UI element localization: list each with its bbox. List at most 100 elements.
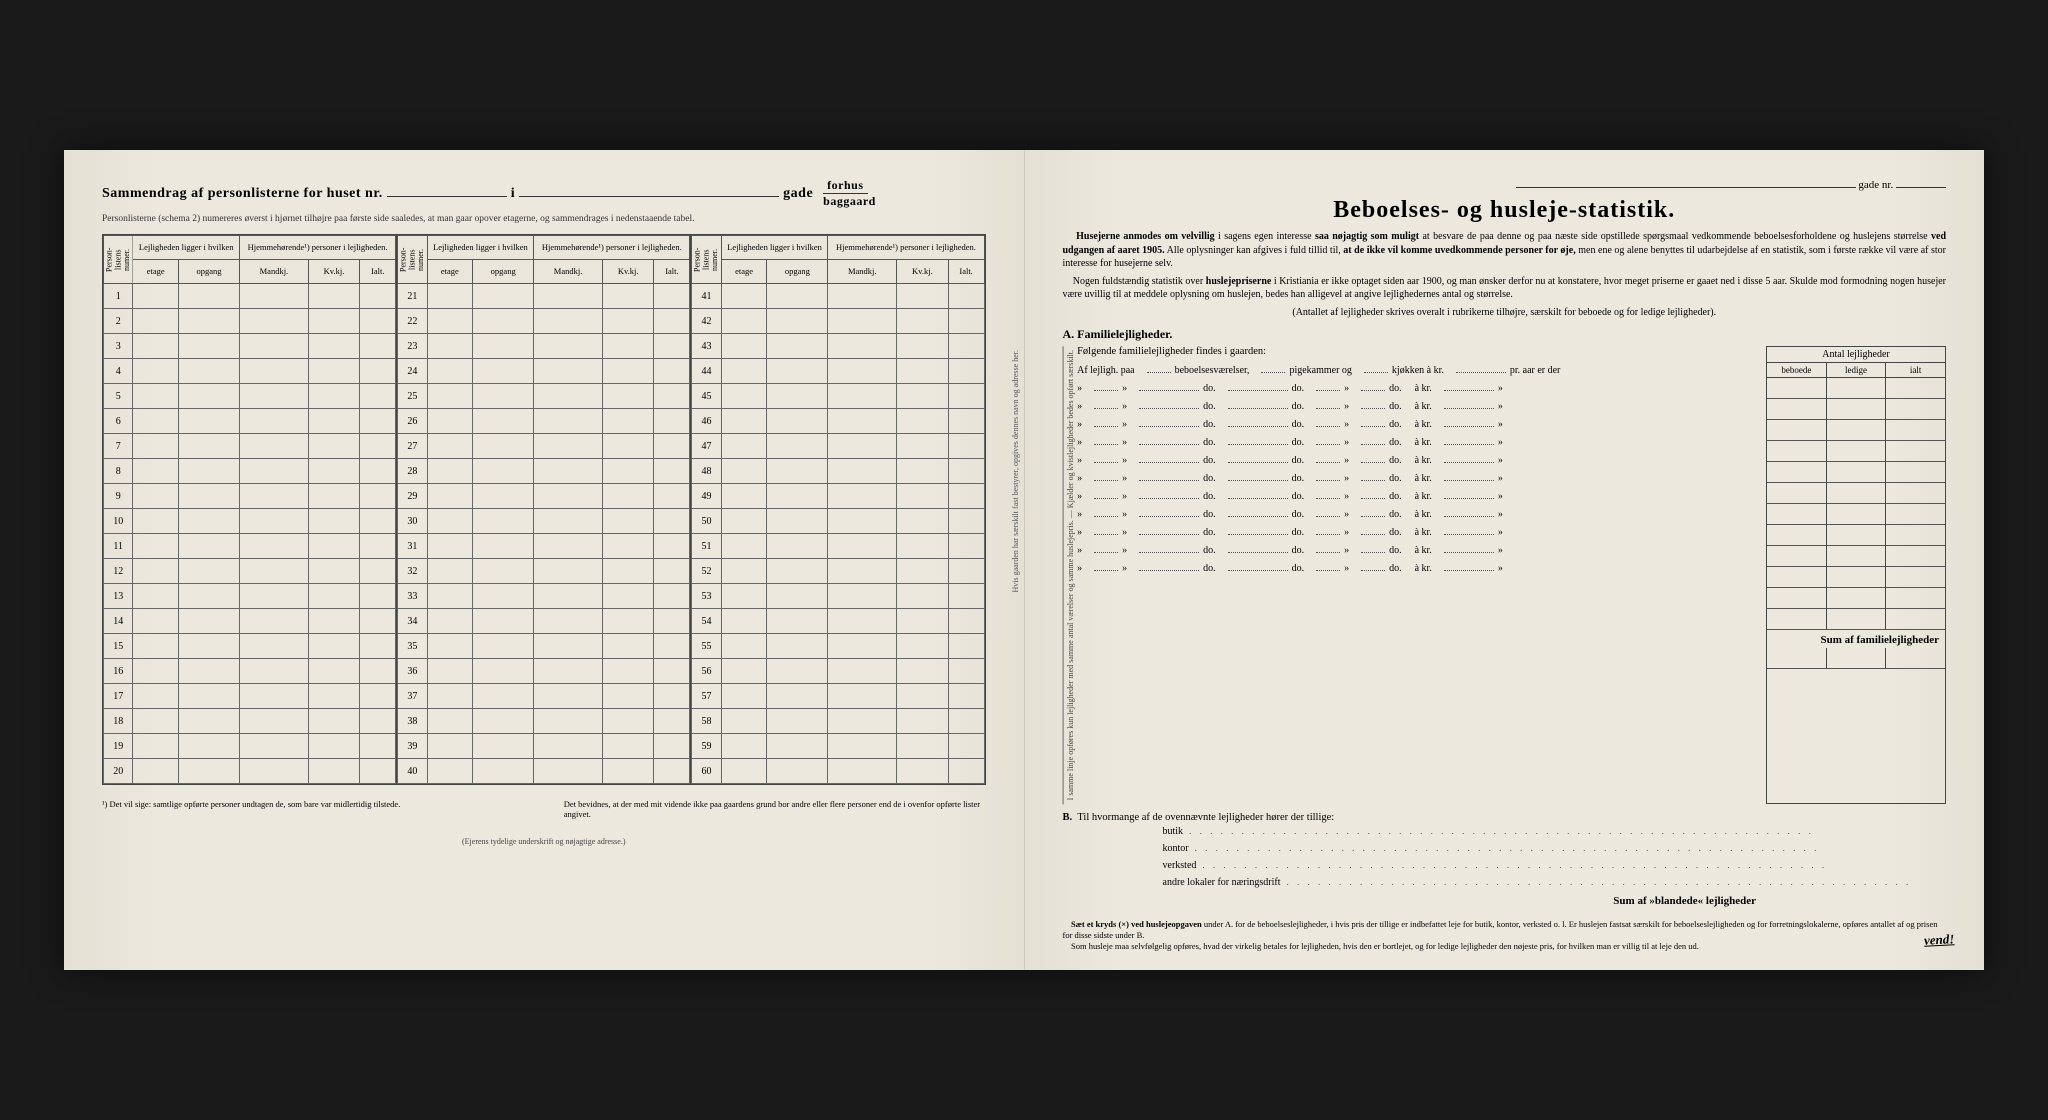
table-row: 33 xyxy=(398,584,690,609)
fam-row-do: »»do.do.»do. à kr.» xyxy=(1077,433,1766,451)
table-row: 10 xyxy=(104,509,396,534)
section-A-left: Følgende familielejligheder findes i gaa… xyxy=(1077,346,1766,804)
table-row: 29 xyxy=(398,484,690,509)
antal-row xyxy=(1767,588,1945,609)
fam-row-do: »»do.do.»do. à kr.» xyxy=(1077,379,1766,397)
person-table-wrap: Person-listens numer. Lejligheden ligger… xyxy=(102,234,986,785)
section-B-text: Til hvormange af de ovennævnte lejlighed… xyxy=(1077,812,1334,823)
fam-rows-do: »»do.do.»do. à kr.»»»do.do.»do. à kr.»»»… xyxy=(1077,379,1766,577)
sum-B: Sum af »blandede« lejligheder xyxy=(1063,891,1947,909)
table-row: 19 xyxy=(104,734,396,759)
table-row: 48 xyxy=(692,459,984,484)
table-row: 44 xyxy=(692,359,984,384)
table-row: 60 xyxy=(692,759,984,784)
table-row: 42 xyxy=(692,309,984,334)
fam-row-do: »»do.do.»do. à kr.» xyxy=(1077,397,1766,415)
hdr-ialt: Ialt. xyxy=(360,260,396,284)
table-row: 9 xyxy=(104,484,396,509)
table-row: 5 xyxy=(104,384,396,409)
antal-rows xyxy=(1767,378,1945,630)
left-title-line: Sammendrag af personlisterne for huset n… xyxy=(102,178,986,210)
vend-marker: vend! xyxy=(1923,931,1954,949)
antal-row xyxy=(1767,462,1945,483)
table-row: 32 xyxy=(398,559,690,584)
section-B: B. Til hvormange af de ovennævnte lejlig… xyxy=(1063,812,1947,909)
table-row: 58 xyxy=(692,709,984,734)
table-row: 22 xyxy=(398,309,690,334)
table-row: 28 xyxy=(398,459,690,484)
antal-row xyxy=(1767,609,1945,630)
para-2: Nogen fuldstændig statistik over husleje… xyxy=(1063,275,1947,302)
fam-row-do: »»do.do.»do. à kr.» xyxy=(1077,523,1766,541)
table-row: 39 xyxy=(398,734,690,759)
table-row: 50 xyxy=(692,509,984,534)
hdr-opgang: opgang xyxy=(178,260,239,284)
table-row: 6 xyxy=(104,409,396,434)
table-row: 47 xyxy=(692,434,984,459)
antal-row xyxy=(1767,378,1945,399)
table-row: 17 xyxy=(104,684,396,709)
table-row: 51 xyxy=(692,534,984,559)
table-row: 38 xyxy=(398,709,690,734)
table-row: 3 xyxy=(104,334,396,359)
antal-row xyxy=(1767,441,1945,462)
table-row: 18 xyxy=(104,709,396,734)
table-row: 43 xyxy=(692,334,984,359)
section-A-label: A. Familielejligheder. xyxy=(1063,327,1947,342)
antal-box: Antal lejligheder beboede ledige ialt Su… xyxy=(1766,346,1946,804)
hdr-hjemme: Hjemmehørende¹) personer i lejligheden. xyxy=(240,236,396,260)
table-row: 56 xyxy=(692,659,984,684)
fam-row-do: »»do.do.»do. à kr.» xyxy=(1077,469,1766,487)
table-row: 23 xyxy=(398,334,690,359)
section-B-rows: butikkontorverkstedandre lokaler for nær… xyxy=(1063,823,1947,891)
table-row: 57 xyxy=(692,684,984,709)
table-row: 59 xyxy=(692,734,984,759)
antal-beboede: beboede xyxy=(1767,363,1827,378)
table-row: 25 xyxy=(398,384,690,409)
person-table-1: Person-listens numer. Lejligheden ligger… xyxy=(103,235,396,784)
hdr-kvkj: Kv.kj. xyxy=(308,260,360,284)
table-row: 26 xyxy=(398,409,690,434)
para-1: Husejerne anmodes om velvillig i sagens … xyxy=(1063,230,1947,271)
table-row: 54 xyxy=(692,609,984,634)
section-B-label: B. xyxy=(1063,812,1073,823)
b-row: kontor xyxy=(1063,840,1947,857)
antal-subheader: beboede ledige ialt xyxy=(1767,363,1945,378)
table-row: 35 xyxy=(398,634,690,659)
fam-row-do: »»do.do.»do. à kr.» xyxy=(1077,415,1766,433)
person-table-2: Person-listens numer. Lejligheden ligger… xyxy=(397,235,690,784)
para-3: (Antallet af lejligheder skrives overalt… xyxy=(1063,306,1947,320)
fam-row-do: »»do.do.»do. à kr.» xyxy=(1077,451,1766,469)
table-row: 16 xyxy=(104,659,396,684)
forhus-label: forhus xyxy=(823,178,867,194)
sum-A: Sum af familielejligheder xyxy=(1767,630,1945,648)
antal-row xyxy=(1767,399,1945,420)
table-row: 1 xyxy=(104,284,396,309)
table-row: 27 xyxy=(398,434,690,459)
right-footnote: Sæt et kryds (×) ved huslejeopgaven unde… xyxy=(1063,919,1947,952)
section-A-intro: Følgende familielejligheder findes i gaa… xyxy=(1077,346,1766,357)
tbody-3: 4142434445464748495051525354555657585960 xyxy=(692,284,984,784)
fam-row-do: »»do.do.»do. à kr.» xyxy=(1077,505,1766,523)
gade-nr-label: gade nr. xyxy=(1858,179,1893,191)
table-row: 53 xyxy=(692,584,984,609)
blank-nr xyxy=(1896,178,1946,188)
antal-ialt: ialt xyxy=(1886,363,1945,378)
table-row: 14 xyxy=(104,609,396,634)
antal-row xyxy=(1767,420,1945,441)
tbody-1: 1234567891011121314151617181920 xyxy=(104,284,396,784)
right-page: Hvis gaarden har særskilt fast bestyrer,… xyxy=(1025,150,1985,970)
right-main-title: Beboelses- og husleje-statistik. xyxy=(1063,197,1947,224)
table-row: 15 xyxy=(104,634,396,659)
b-row: verksted xyxy=(1063,857,1947,874)
baggaard-label: baggaard xyxy=(823,194,876,208)
table-row: 12 xyxy=(104,559,396,584)
left-page: Sammendrag af personlisterne for huset n… xyxy=(64,150,1025,970)
table-row: 4 xyxy=(104,359,396,384)
hdr-mandkj: Mandkj. xyxy=(240,260,309,284)
table-row: 11 xyxy=(104,534,396,559)
left-title-i: i xyxy=(511,186,515,201)
section-A-wrap: I samme linje opføres kun lejligheder me… xyxy=(1063,346,1947,804)
table-row: 52 xyxy=(692,559,984,584)
fam-row-do: »»do.do.»do. à kr.» xyxy=(1077,487,1766,505)
